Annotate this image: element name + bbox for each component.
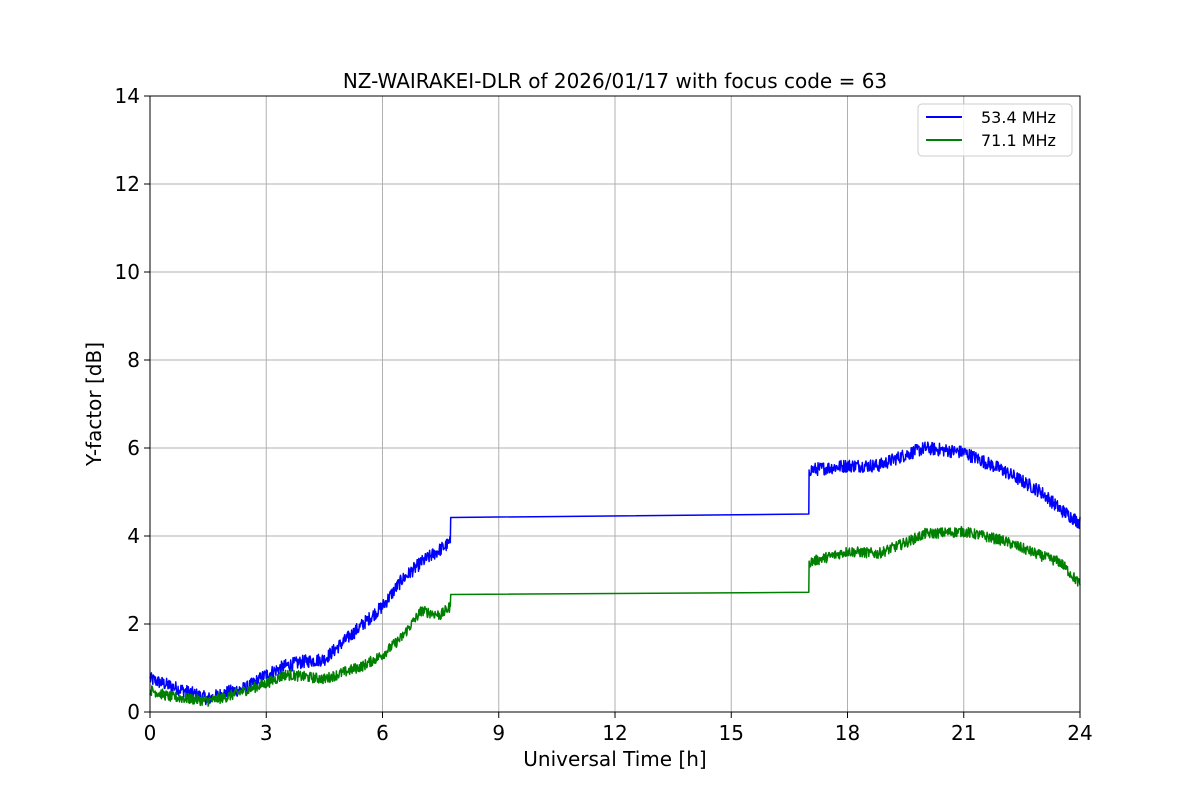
series-line-0 [149,441,1081,706]
x-axis-label: Universal Time [h] [523,747,706,771]
x-tick-label: 24 [1067,721,1092,745]
x-tick-label: 9 [492,721,505,745]
y-tick-label: 8 [127,348,140,372]
y-tick-label: 12 [115,172,140,196]
series-layer [149,441,1081,707]
legend-label-71-1-mhz: 71.1 MHz [981,131,1056,150]
x-tick-label: 15 [719,721,744,745]
y-tick-label: 6 [127,436,140,460]
chart-title: NZ-WAIRAKEI-DLR of 2026/01/17 with focus… [343,69,887,93]
y-tick-label: 10 [115,260,140,284]
y-tick-label: 2 [127,612,140,636]
x-tick-label: 12 [602,721,627,745]
x-tick-label: 0 [144,721,157,745]
legend-label-53-4-mhz: 53.4 MHz [981,108,1056,127]
x-tick-label: 6 [376,721,389,745]
y-tick-label: 4 [127,524,140,548]
y-tick-label: 14 [115,84,140,108]
series-line-1 [149,525,1081,707]
y-tick-label: 0 [127,700,140,724]
x-tick-label: 18 [835,721,860,745]
x-tick-label: 21 [951,721,976,745]
y-axis-label: Y-factor [dB] [82,342,106,467]
legend: 53.4 MHz 71.1 MHz [917,103,1073,157]
x-tick-label: 3 [260,721,273,745]
